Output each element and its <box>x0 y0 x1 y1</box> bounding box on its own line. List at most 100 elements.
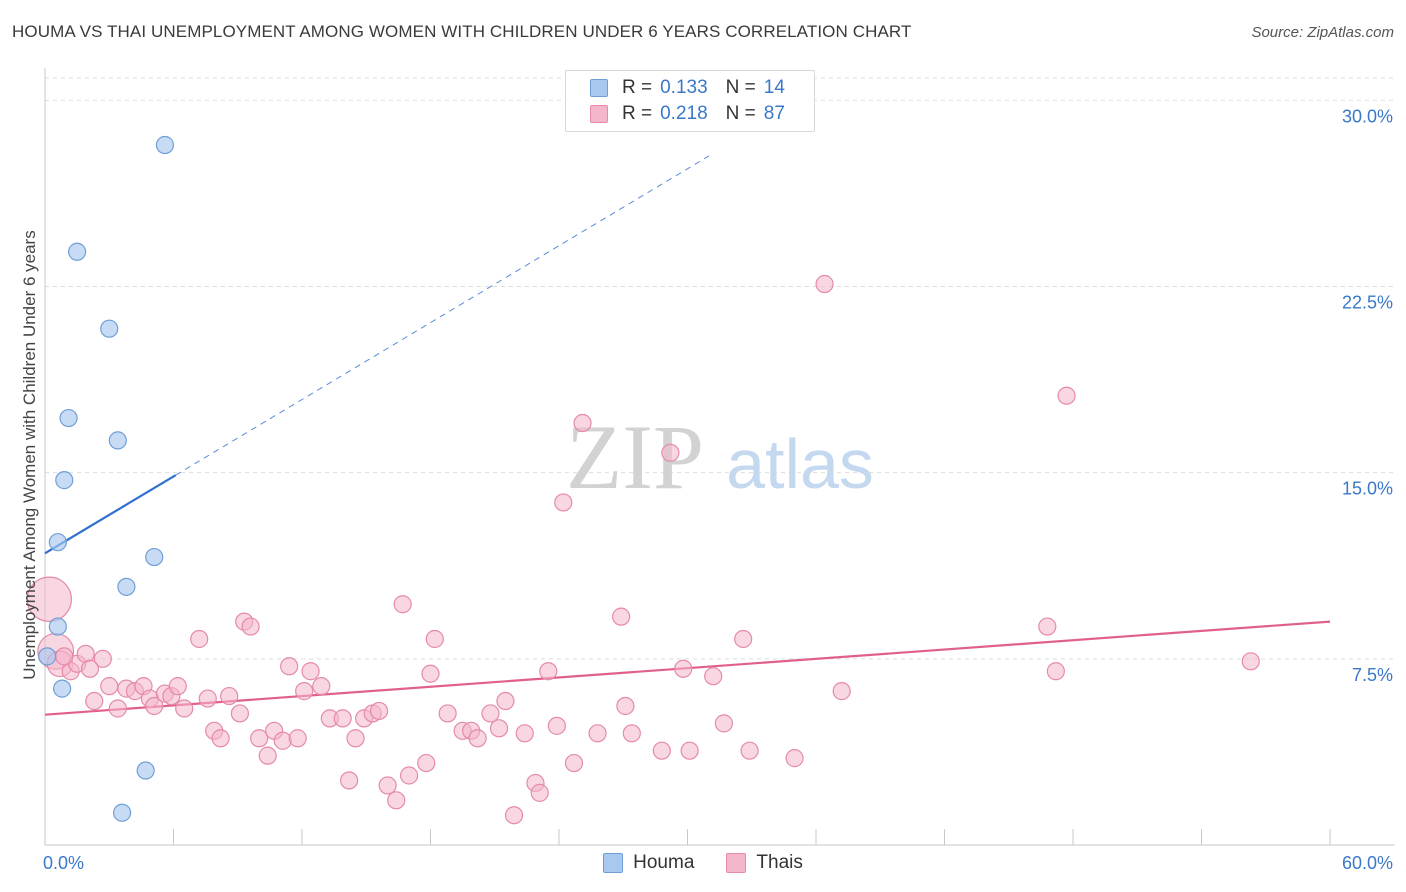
houma-point <box>48 617 67 636</box>
thai-point <box>832 682 851 701</box>
thai-point <box>680 741 699 760</box>
thai-point <box>421 664 440 683</box>
thai-point <box>393 595 412 614</box>
tick-labels: 7.5% 15.0% 22.5% 30.0% 0.0% 60.0% <box>43 106 1393 873</box>
houma-point <box>59 408 78 428</box>
thai-point <box>1241 652 1260 671</box>
thai-point <box>438 704 457 723</box>
thai-point <box>273 731 292 750</box>
houma-point <box>48 533 67 552</box>
thai-point <box>280 657 299 676</box>
thai-point <box>399 766 419 785</box>
thai-point <box>734 629 753 649</box>
thai-point <box>1046 662 1065 681</box>
houma-point <box>136 761 155 780</box>
thai-point <box>714 714 734 733</box>
houma-n-value: 14 <box>763 77 785 98</box>
y-axis-label: Unemployment Among Women with Children U… <box>20 230 39 680</box>
thai-point <box>301 662 320 681</box>
thai-point <box>554 493 573 512</box>
axes <box>44 68 1395 846</box>
thai-point <box>573 413 592 433</box>
thai-point <box>530 783 549 802</box>
thai-point <box>198 689 217 708</box>
thai-point <box>80 659 100 678</box>
houma-r-value: 0.133 <box>660 77 708 98</box>
houma-point <box>145 547 164 567</box>
houma-trend-line <box>44 474 177 555</box>
houma-n-label: N = <box>725 77 756 98</box>
thai-point <box>652 741 671 760</box>
grid <box>45 77 1395 660</box>
thai-point <box>250 729 269 748</box>
thai-point <box>815 274 834 294</box>
thai-point <box>312 677 331 696</box>
watermark-atlas: atlas <box>726 425 874 503</box>
thai-point <box>1038 617 1057 636</box>
y-tick-label: 30.0% <box>1342 106 1393 126</box>
thai-point <box>674 659 693 678</box>
thai-point <box>378 776 397 795</box>
thai-point <box>288 729 307 748</box>
thai-point <box>258 746 277 765</box>
thai-point <box>661 443 680 462</box>
thai-n-value: 87 <box>763 103 785 124</box>
thai-point <box>370 701 389 721</box>
thai-point <box>100 677 119 696</box>
thai-points <box>26 274 1260 825</box>
thai-point <box>468 729 487 748</box>
legend-row-thai: R = 0.218 N = 87 <box>590 103 785 125</box>
thai-point <box>241 617 260 636</box>
thai-point <box>785 749 804 768</box>
thai-point <box>175 699 194 718</box>
houma-point <box>100 319 119 338</box>
y-tick-label: 15.0% <box>1342 479 1393 499</box>
thai-point <box>333 709 352 728</box>
thai-point <box>387 791 406 810</box>
y-tick-label: 22.5% <box>1342 293 1393 313</box>
houma-point <box>38 647 57 666</box>
thai-point <box>211 729 230 748</box>
thai-point <box>740 741 759 760</box>
houma-swatch <box>590 79 608 97</box>
thai-point <box>1057 386 1076 405</box>
thai-r-label: R = <box>622 103 653 124</box>
houma-point <box>68 242 87 261</box>
houma-legend-label: Houma <box>633 852 695 873</box>
series-legend: Houma Thais <box>0 852 1406 874</box>
x-tick-label-min: 0.0% <box>43 853 84 873</box>
houma-trend-extension <box>175 155 710 476</box>
thai-point <box>55 647 74 666</box>
thai-point <box>220 686 239 706</box>
thai-legend-swatch <box>726 853 747 873</box>
thai-point <box>295 682 314 701</box>
houma-point <box>155 135 175 155</box>
houma-point <box>108 431 127 450</box>
thai-point <box>425 629 444 649</box>
source-credit: Source: ZipAtlas.com <box>1251 24 1394 41</box>
houma-r-label: R = <box>622 77 653 98</box>
thai-point <box>547 716 566 735</box>
houma-point <box>53 679 72 698</box>
thai-point <box>108 699 127 718</box>
houma-point <box>112 803 132 822</box>
legend-item-thai[interactable]: Thais <box>726 852 803 874</box>
thai-point <box>588 724 607 743</box>
thai-point <box>564 753 584 773</box>
thai-legend-label: Thais <box>756 852 803 873</box>
y-tick-label: 7.5% <box>1352 665 1393 685</box>
thai-r-value: 0.218 <box>660 103 708 124</box>
houma-legend-swatch <box>603 853 624 873</box>
thai-point <box>168 677 187 696</box>
thai-swatch <box>590 105 608 123</box>
houma-point <box>55 471 74 490</box>
legend-row-houma: R = 0.133 N = 14 <box>590 77 785 99</box>
thai-point <box>515 724 534 743</box>
thai-point <box>704 667 723 686</box>
thai-point <box>26 576 72 622</box>
chart-title: HOUMA VS THAI UNEMPLOYMENT AMONG WOMEN W… <box>12 22 912 41</box>
thai-point <box>622 724 641 743</box>
legend-item-houma[interactable]: Houma <box>603 852 694 874</box>
houma-points <box>38 135 175 822</box>
